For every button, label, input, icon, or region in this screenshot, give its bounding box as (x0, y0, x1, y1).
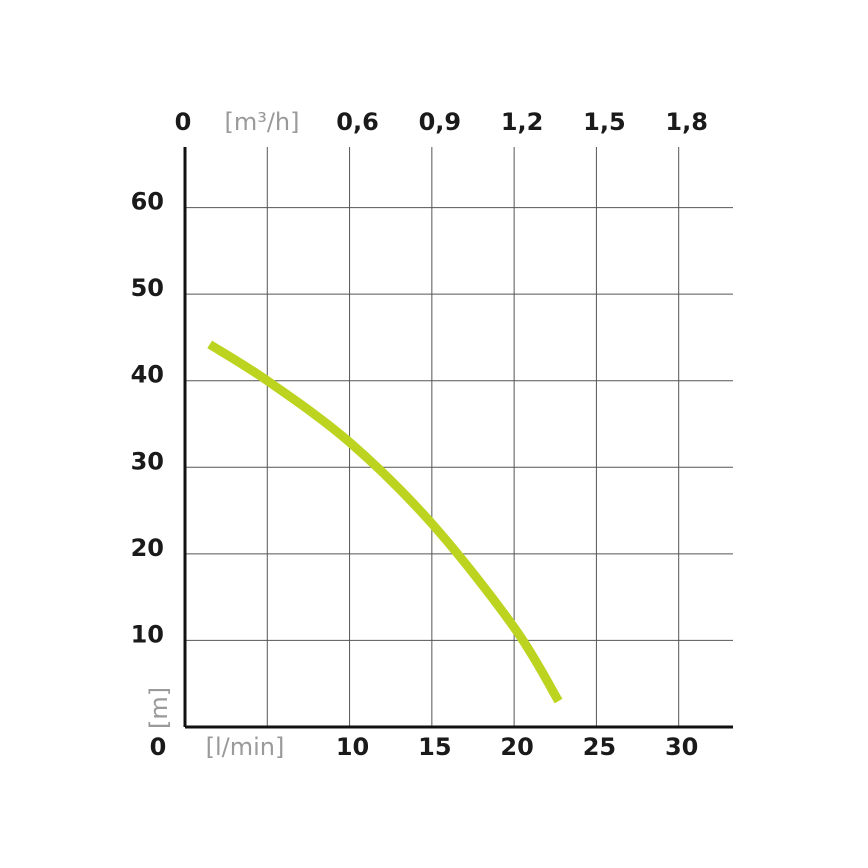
top-tick-label: 1,5 (583, 108, 626, 136)
y-tick-label: 30 (131, 447, 164, 475)
top-tick-labels: 0,6 0,9 1,2 1,5 1,8 (336, 108, 708, 136)
series-layer (207, 340, 563, 704)
top-tick-label: 1,2 (501, 108, 544, 136)
x-zero-label: 0 (150, 733, 167, 761)
grid-lines (185, 147, 733, 727)
y-tick-label: 10 (131, 620, 164, 648)
x-tick-label: 15 (418, 733, 451, 761)
x-tick-label: 10 (336, 733, 369, 761)
x-tick-label: 20 (500, 733, 533, 761)
y-tick-labels: 10 20 30 40 50 60 (131, 188, 164, 649)
y-unit-label: [m] (145, 687, 173, 729)
top-tick-label: 1,8 (665, 108, 708, 136)
y-tick-label: 20 (131, 534, 164, 562)
x-tick-label: 25 (583, 733, 616, 761)
y-tick-label: 50 (131, 274, 164, 302)
top-tick-label: 0,6 (336, 108, 379, 136)
y-tick-label: 40 (131, 361, 164, 389)
x-tick-labels: 10 15 20 25 30 (336, 733, 699, 761)
series-line (207, 340, 563, 704)
top-tick-label: 0,9 (419, 108, 462, 136)
x-unit-label: [l/min] (206, 733, 285, 761)
top-unit-label: [m³/h] (224, 108, 299, 136)
x-tick-label: 30 (665, 733, 698, 761)
y-tick-label: 60 (131, 188, 164, 216)
top-zero-label: 0 (175, 108, 192, 136)
